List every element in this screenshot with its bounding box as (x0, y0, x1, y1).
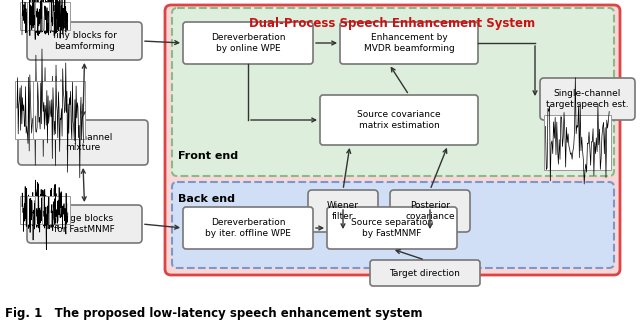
Text: Source covariance
matrix estimation: Source covariance matrix estimation (357, 110, 441, 130)
FancyBboxPatch shape (320, 95, 478, 145)
FancyBboxPatch shape (370, 260, 480, 286)
Text: Enhancement by
MVDR beamforming: Enhancement by MVDR beamforming (364, 33, 454, 53)
FancyBboxPatch shape (35, 2, 55, 30)
Text: Dual-Process Speech Enhancement System: Dual-Process Speech Enhancement System (250, 17, 536, 30)
FancyBboxPatch shape (27, 22, 142, 60)
Text: Fig. 1   The proposed low-latency speech enhancement system: Fig. 1 The proposed low-latency speech e… (5, 307, 422, 320)
Text: Dereverberation
by iter. offline WPE: Dereverberation by iter. offline WPE (205, 218, 291, 238)
Text: Source separation
by FastMNMF: Source separation by FastMNMF (351, 218, 433, 238)
Text: Tiny blocks for
beamforming: Tiny blocks for beamforming (52, 31, 117, 51)
FancyBboxPatch shape (20, 2, 41, 30)
FancyBboxPatch shape (28, 196, 48, 224)
FancyBboxPatch shape (183, 22, 313, 64)
FancyBboxPatch shape (172, 182, 614, 268)
FancyBboxPatch shape (15, 81, 67, 139)
FancyBboxPatch shape (540, 78, 635, 120)
Text: Front end: Front end (178, 151, 238, 161)
FancyBboxPatch shape (340, 22, 478, 64)
Text: Single-channel
target speech est.: Single-channel target speech est. (546, 89, 629, 109)
FancyBboxPatch shape (20, 196, 41, 224)
FancyBboxPatch shape (42, 2, 63, 30)
Text: Back end: Back end (178, 194, 235, 204)
FancyBboxPatch shape (18, 120, 148, 165)
FancyBboxPatch shape (42, 196, 63, 224)
Text: Dereverberation
by online WPE: Dereverberation by online WPE (211, 33, 285, 53)
FancyBboxPatch shape (49, 196, 70, 224)
FancyBboxPatch shape (172, 8, 614, 176)
Text: Multichannel
mixture: Multichannel mixture (54, 133, 112, 152)
FancyBboxPatch shape (543, 114, 611, 169)
Text: Large blocks
for FastMNMF: Large blocks for FastMNMF (54, 214, 115, 234)
FancyBboxPatch shape (308, 190, 378, 232)
FancyBboxPatch shape (327, 207, 457, 249)
Text: Posterior
covariance: Posterior covariance (405, 201, 455, 221)
FancyBboxPatch shape (183, 207, 313, 249)
FancyBboxPatch shape (390, 190, 470, 232)
FancyBboxPatch shape (28, 2, 48, 30)
Text: Target direction: Target direction (390, 269, 460, 277)
FancyBboxPatch shape (49, 2, 70, 30)
FancyBboxPatch shape (165, 5, 620, 275)
FancyBboxPatch shape (35, 196, 55, 224)
FancyBboxPatch shape (33, 81, 85, 139)
FancyBboxPatch shape (27, 205, 142, 243)
Text: Wiener
filter: Wiener filter (327, 201, 359, 221)
